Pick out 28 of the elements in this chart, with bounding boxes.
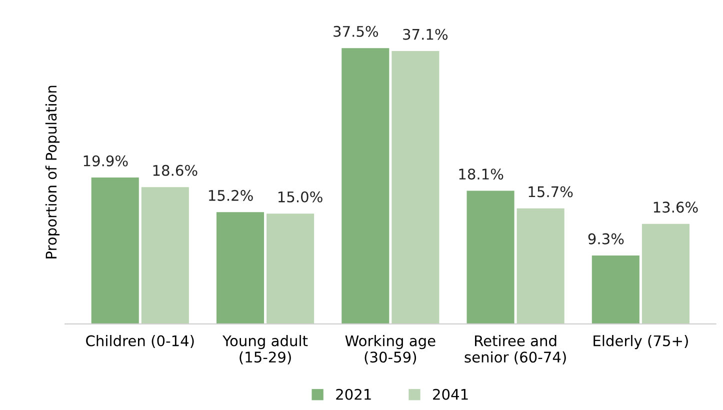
bar xyxy=(592,255,640,324)
bar xyxy=(216,212,264,324)
bar xyxy=(141,187,189,324)
x-tick-label: Elderly (75+) xyxy=(594,335,688,350)
data-label: 13.6% xyxy=(654,202,698,213)
x-tick-label: Retiree and senior (60-74) xyxy=(464,335,566,364)
x-tick-label: Children (0-14) xyxy=(86,335,194,348)
bar xyxy=(516,208,564,324)
legend-label: 2021 xyxy=(336,388,371,400)
bar xyxy=(642,224,690,324)
x-tick-label: Young adult (15-29) xyxy=(222,335,308,364)
data-label: 18.1% xyxy=(459,168,504,180)
bar xyxy=(91,178,139,324)
data-label: 37.1% xyxy=(403,28,448,40)
bar xyxy=(466,190,514,324)
data-label: 15.7% xyxy=(528,186,573,198)
bar xyxy=(342,48,390,324)
data-label: 15.2% xyxy=(208,190,253,201)
bar xyxy=(266,214,314,324)
data-label: 19.9% xyxy=(84,155,128,166)
data-label: 37.5% xyxy=(334,26,378,37)
legend-label: 2041 xyxy=(433,388,468,400)
bar xyxy=(392,51,440,324)
data-label: 9.3% xyxy=(588,233,624,244)
data-label: 18.6% xyxy=(153,164,198,176)
x-tick-label: Working age (30-59) xyxy=(345,335,436,364)
data-label: 15.0% xyxy=(278,191,322,202)
y-axis-title: Proportion of Population xyxy=(45,86,60,258)
